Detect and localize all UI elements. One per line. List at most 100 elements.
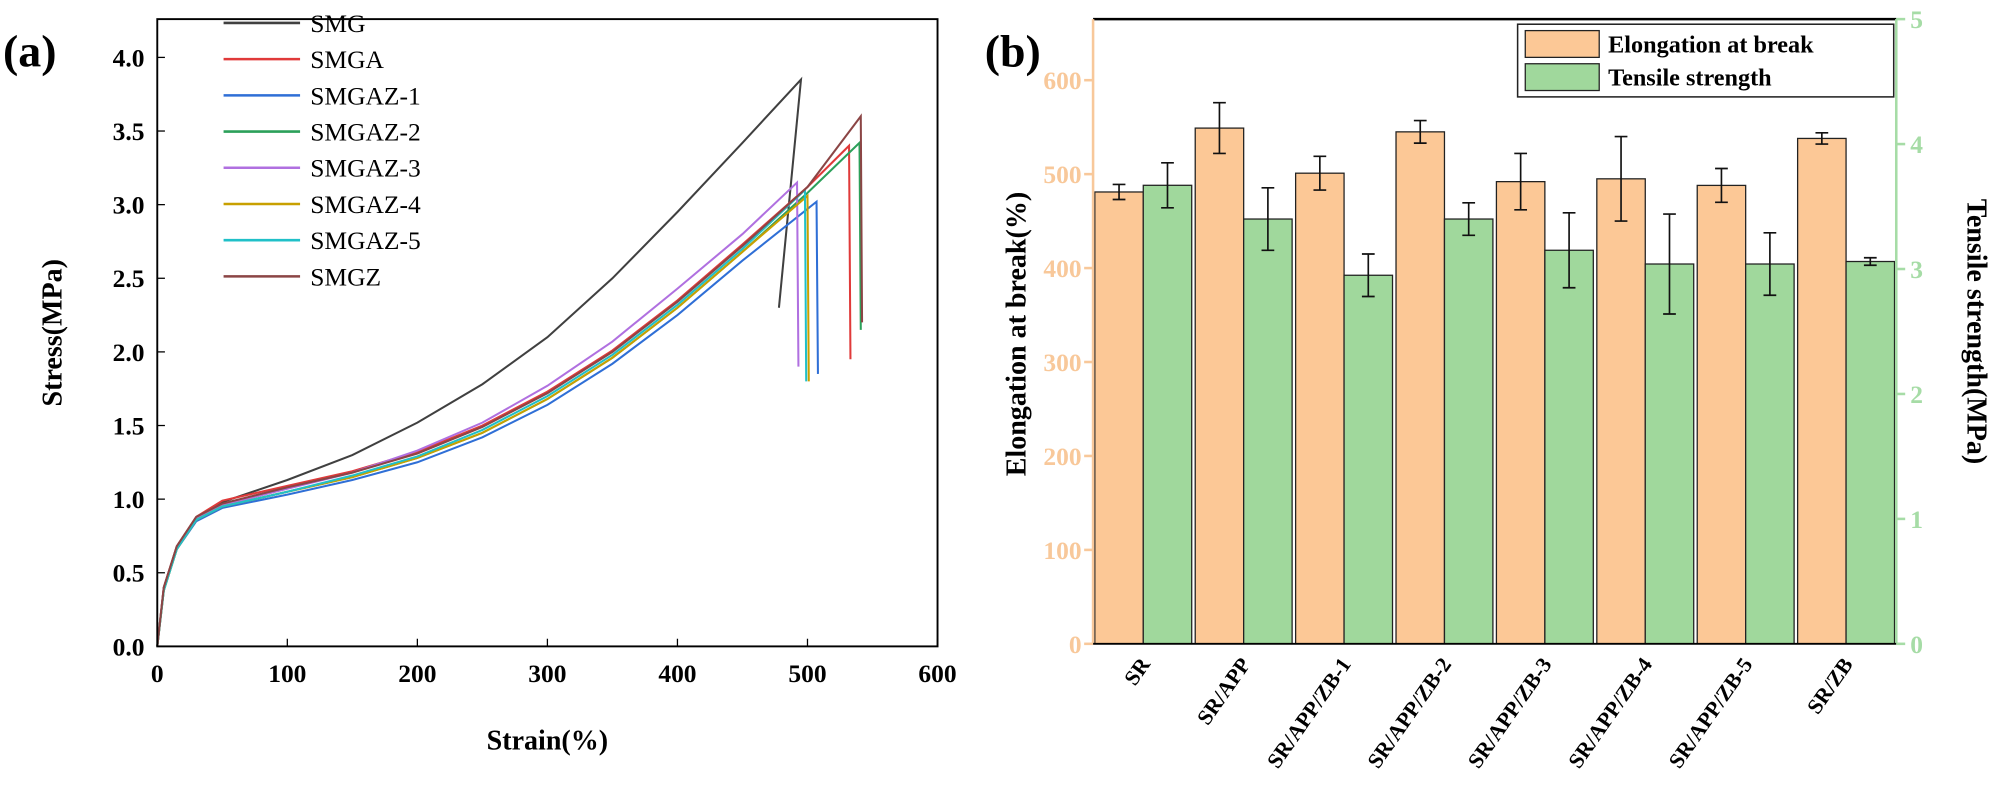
error-bar [1361, 253, 1375, 298]
panel-a-label: (a) [3, 25, 56, 76]
bar-tensile [1243, 218, 1293, 645]
panel-a-ylabel: Stress(MPa) [38, 259, 69, 406]
series-line-smgz [156, 113, 864, 647]
legend-label: Elongation at break [1608, 31, 1814, 58]
bar-tensile [1745, 263, 1795, 645]
error-bar [1562, 211, 1576, 289]
error-bar [1663, 213, 1676, 315]
y-tick-label: 2.5 [113, 264, 145, 293]
legend-label: SMGAZ-1 [310, 81, 420, 110]
legend-swatch [1524, 63, 1600, 92]
y-tick-label: 4.0 [113, 43, 145, 72]
legend-label: SMGAZ-3 [310, 154, 420, 183]
y-tick-label: 3.5 [113, 117, 145, 146]
bar-elongation [1596, 178, 1646, 645]
x-tick-label: SR/APP/ZB-2 [1363, 653, 1457, 772]
error-bar [1863, 256, 1877, 267]
y-tick-label: 0.5 [113, 559, 145, 588]
panel-b-ylabel: Elongation at break(%) [1001, 192, 1032, 477]
x-tick-label: SR [1119, 653, 1155, 690]
bar-tensile [1644, 263, 1695, 645]
x-tick-label: 600 [918, 659, 956, 688]
bar-elongation [1796, 137, 1847, 645]
bar-elongation [1395, 131, 1446, 645]
error-bar [1462, 201, 1476, 237]
legend-swatch [1524, 29, 1600, 59]
legend-label: Tensile strength [1608, 64, 1772, 91]
error-bar [1261, 186, 1275, 252]
x-tick-label: 300 [528, 659, 566, 688]
x-tick-label: 200 [398, 659, 436, 688]
x-tick-label: SR/APP/ZB-5 [1664, 653, 1758, 772]
error-bar [1763, 231, 1777, 297]
error-bar [1614, 135, 1628, 222]
bar-elongation [1194, 127, 1245, 645]
legend-label: SMGAZ-4 [310, 190, 421, 219]
error-bar [1413, 119, 1427, 144]
panel-b-y2label: Tensile strength(MPa) [1961, 199, 1992, 465]
x-tick-label: SR/APP/ZB-1 [1262, 653, 1356, 772]
bar-tensile [1343, 274, 1394, 645]
bar-elongation [1495, 181, 1546, 645]
series-line-smga [156, 143, 852, 647]
error-bar [1815, 131, 1829, 145]
panel-b: (b) SR SR/APP SR/APP/ZB-1 SR/APP/ZB-2 SR/APP… [985, 5, 1992, 773]
y-tick-label: 2.0 [113, 338, 145, 367]
error-bar [1112, 183, 1126, 201]
y-tick-label: 200 [1043, 442, 1081, 471]
legend-label: SMG [310, 9, 365, 38]
panel-b-label: (b) [985, 25, 1041, 76]
y-tick-label: 1.0 [113, 485, 145, 514]
legend-label: SMGAZ-5 [310, 226, 420, 255]
x-tick-label: 100 [268, 659, 306, 688]
y2-tick-label: 2 [1910, 380, 1923, 409]
error-bar [1514, 152, 1528, 211]
bar-tensile [1845, 260, 1896, 645]
y2-tick-label: 5 [1910, 5, 1923, 34]
bar-tensile [1544, 249, 1594, 645]
error-bar [1213, 101, 1226, 155]
y-tick-label: 300 [1043, 348, 1081, 377]
x-tick-label: SR/APP [1192, 653, 1255, 729]
x-tick-label: SR/APP/ZB-4 [1564, 653, 1658, 772]
panel-a-lines [156, 76, 864, 647]
y-tick-label: 100 [1043, 536, 1081, 565]
bar-tensile [1443, 218, 1494, 645]
y2-tick-label: 0 [1910, 630, 1923, 659]
x-tick-label: 0 [151, 659, 164, 688]
panel-b-ticks: 0 100 200 300 400 500 600 0 1 2 3 4 5 [1043, 5, 1923, 659]
legend-label: SMGAZ-2 [310, 117, 420, 146]
panel-a: (a) 0 100 200 300 400 500 600 0.0 0.5 1.0 1.5 2.0 2.… [3, 9, 957, 757]
y-tick-label: 400 [1043, 254, 1081, 283]
error-bar [1715, 167, 1728, 204]
y2-tick-label: 3 [1910, 255, 1923, 284]
y-tick-label: 500 [1043, 160, 1081, 189]
bar-elongation [1294, 172, 1345, 645]
y2-tick-label: 1 [1910, 505, 1923, 534]
x-tick-label: 400 [658, 659, 696, 688]
y-tick-label: 3.0 [113, 191, 145, 220]
series-line-smgaz-2 [156, 140, 862, 647]
y-tick-label: 600 [1043, 66, 1081, 95]
panel-a-legend: SMG SMGA SMGAZ-1 SMGAZ-2 SMGAZ-3 SMGAZ-4 SMGAZ… [223, 9, 421, 291]
bar-elongation [1094, 191, 1144, 645]
y-tick-label: 0 [1069, 630, 1082, 659]
x-tick-label: 500 [788, 659, 826, 688]
series-line-smgaz-5 [156, 187, 808, 647]
panel-a-xlabel: Strain(%) [487, 726, 608, 757]
series-line-smg [156, 76, 803, 647]
legend-label: SMGA [310, 45, 384, 74]
bar-elongation [1696, 184, 1747, 645]
panel-a-ticks: 0 100 200 300 400 500 600 0.0 0.5 1.0 1.5 2.0 2.5 3.0… [113, 43, 957, 688]
panel-b-bars: SR SR/APP SR/APP/ZB-1 SR/APP/ZB-2 SR/APP/ZB-… [1094, 101, 1896, 773]
y-tick-label: 0.0 [113, 632, 145, 661]
series-line-smgaz-3 [156, 180, 800, 647]
x-tick-label: SR/ZB [1802, 653, 1858, 718]
error-bar [1161, 161, 1174, 209]
legend-label: SMGZ [310, 262, 381, 291]
bar-tensile [1142, 184, 1193, 645]
error-bar [1313, 155, 1327, 191]
y2-tick-label: 4 [1910, 130, 1923, 159]
x-tick-label: SR/APP/ZB-3 [1463, 653, 1557, 772]
